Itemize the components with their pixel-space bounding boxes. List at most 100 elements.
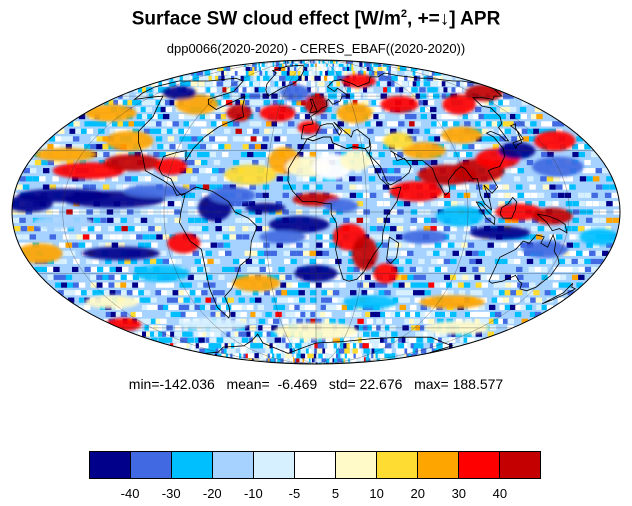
field-cell: [410, 304, 417, 311]
field-cell: [190, 176, 198, 182]
field-cell: [389, 304, 396, 311]
field-cell: [139, 297, 146, 303]
field-cell: [76, 234, 83, 240]
field-cell: [375, 331, 382, 337]
field-cell: [513, 297, 521, 303]
field-cell: [443, 274, 451, 280]
field-cell: [210, 121, 218, 127]
field-cell: [434, 266, 442, 273]
field-cell: [210, 87, 217, 93]
field-cell: [34, 159, 42, 166]
field-cell: [442, 343, 450, 349]
field-cell: [333, 282, 340, 288]
field-cell: [342, 176, 349, 182]
field-cell: [178, 290, 185, 296]
field-cell: [372, 343, 379, 349]
field-cell: [376, 337, 383, 343]
field-cell: [127, 100, 134, 106]
field-cell: [378, 75, 385, 81]
field-cell: [252, 81, 260, 87]
field-cell: [222, 184, 230, 190]
field-cell: [213, 159, 221, 166]
field-cell: [221, 75, 228, 81]
field-cell: [378, 290, 386, 296]
field-cell: [19, 217, 26, 223]
field-cell: [278, 81, 285, 87]
field-cell: [439, 87, 446, 93]
field-cell: [191, 81, 198, 87]
field-cell: [222, 226, 229, 232]
field-cell: [355, 353, 363, 359]
field-cell: [263, 100, 270, 106]
field-cell: [329, 318, 336, 324]
field-cell: [204, 70, 212, 76]
field-cell: [383, 201, 391, 207]
field-cell: [481, 282, 489, 288]
field-cell: [369, 226, 377, 232]
field-cell: [210, 176, 218, 182]
field-cell: [303, 151, 310, 158]
field-cell: [285, 311, 292, 318]
field-cell: [336, 192, 343, 198]
field-cell: [132, 274, 140, 280]
field-cell: [22, 184, 30, 190]
field-cell: [475, 282, 483, 288]
meridian-line: [315, 60, 570, 364]
field-cell: [316, 348, 324, 354]
field-cell: [442, 75, 450, 81]
field-cell: [336, 337, 343, 343]
field-cell: [279, 144, 286, 150]
field-cell: [134, 217, 141, 223]
field-cell: [300, 81, 307, 87]
field-cell: [349, 176, 356, 182]
field-cell: [328, 258, 336, 265]
field-cell: [234, 75, 241, 81]
field-cell: [246, 128, 254, 134]
field-cell: [253, 151, 260, 158]
field-cell: [387, 81, 394, 87]
field-cell: [379, 331, 386, 337]
field-cell: [146, 331, 153, 337]
field-cell: [281, 290, 288, 296]
field-cell: [211, 343, 219, 349]
field-cell: [158, 337, 165, 343]
field-cell: [398, 121, 405, 127]
field-cell: [325, 337, 332, 343]
field-cell: [94, 226, 101, 232]
anomaly-region: [175, 94, 219, 115]
map-border: [11, 59, 621, 365]
field-cell: [348, 121, 355, 127]
field-cell: [424, 217, 431, 223]
field-cell: [218, 343, 225, 349]
field-cell: [525, 201, 532, 207]
field-cell: [502, 100, 510, 106]
field-cell: [243, 75, 251, 81]
field-cell: [58, 242, 66, 248]
field-cell: [72, 282, 80, 288]
field-cell: [553, 274, 561, 280]
field-cell: [260, 337, 267, 343]
field-cell: [412, 81, 420, 87]
field-cell: [122, 121, 130, 127]
field-cell: [220, 106, 227, 113]
field-cell: [67, 121, 75, 127]
field-cell: [47, 159, 55, 166]
field-cell: [579, 201, 586, 207]
field-cell: [53, 144, 60, 150]
field-cell: [582, 168, 589, 174]
field-cell: [262, 331, 269, 337]
field-cell: [180, 311, 187, 318]
field-cell: [540, 176, 547, 182]
field-cell: [449, 184, 456, 190]
field-cell: [346, 353, 354, 359]
field-cell: [396, 234, 403, 240]
field-cell: [430, 258, 438, 265]
field-cell: [552, 282, 560, 288]
colorbar-tick-label: 10: [369, 486, 384, 501]
field-cell: [440, 311, 447, 318]
field-cell: [411, 87, 418, 93]
field-cell: [457, 201, 465, 207]
field-cell: [30, 168, 37, 174]
field-cell: [435, 331, 442, 337]
field-cell: [282, 297, 289, 303]
